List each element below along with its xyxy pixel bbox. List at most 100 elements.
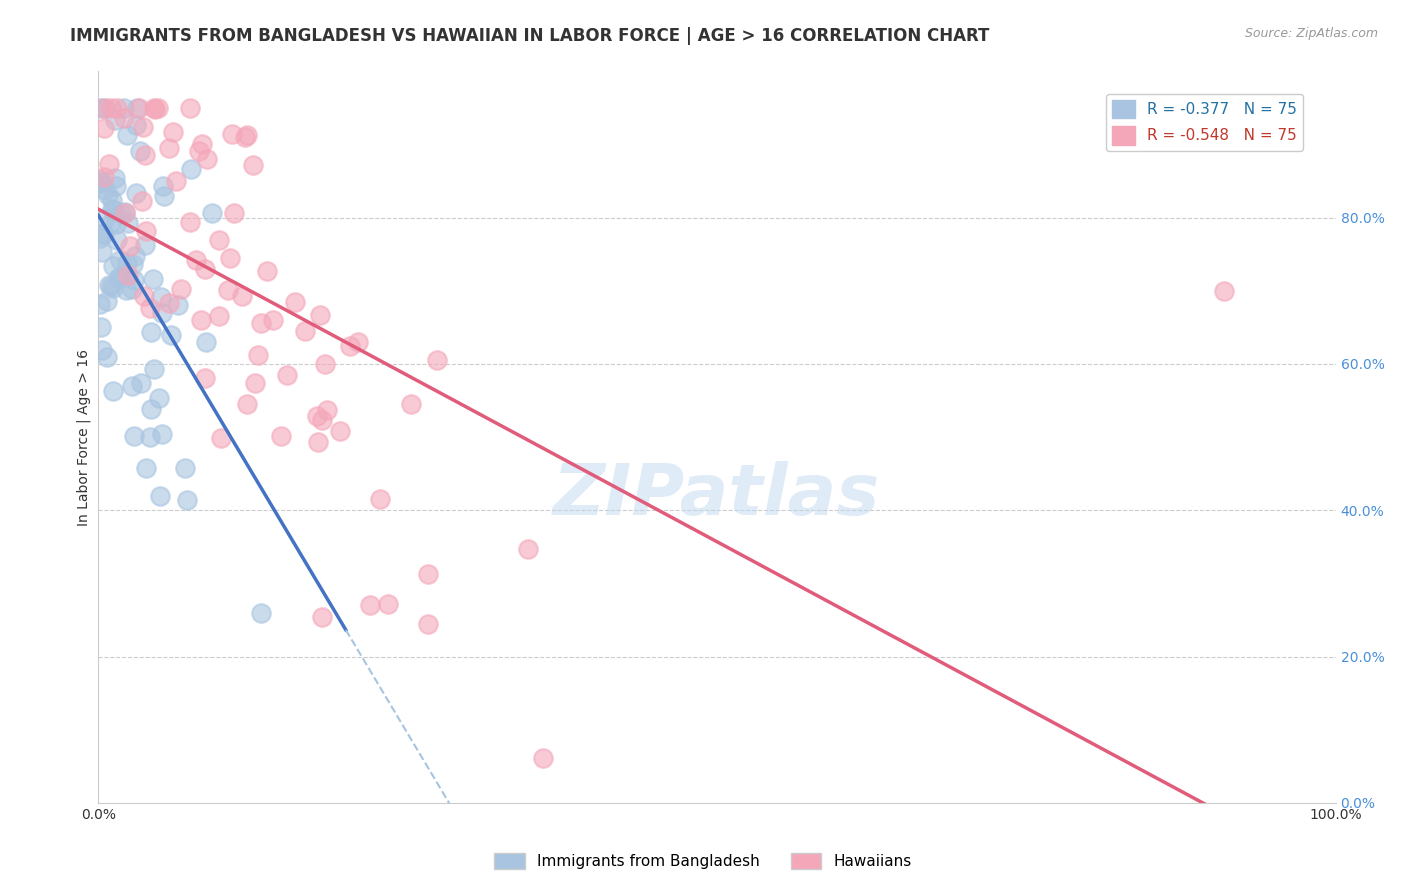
Point [219, 251, 242, 265]
Point [103, 384, 125, 399]
Point [89, 231, 111, 245]
Point [91, 175, 114, 189]
Point [146, 101, 169, 115]
Point [221, 127, 243, 141]
Point [190, 312, 212, 326]
Point [96, 350, 118, 364]
Point [89, 173, 111, 187]
Point [217, 283, 239, 297]
Point [256, 263, 278, 277]
Point [122, 429, 145, 443]
Point [246, 348, 269, 362]
Text: Source: ZipAtlas.com: Source: ZipAtlas.com [1244, 27, 1378, 40]
Point [149, 489, 172, 503]
Point [162, 125, 184, 139]
Point [91, 244, 114, 259]
Point [179, 101, 201, 115]
Point [100, 202, 122, 216]
Point [97, 188, 120, 202]
Point [135, 224, 157, 238]
Point [122, 272, 145, 286]
Point [138, 301, 160, 315]
Point [148, 391, 170, 405]
Point [114, 206, 136, 220]
Point [201, 205, 224, 219]
Point [96, 293, 118, 308]
Point [127, 101, 149, 115]
Point [516, 541, 538, 556]
Point [159, 328, 181, 343]
Point [93, 120, 115, 135]
Point [193, 262, 215, 277]
Point [108, 270, 131, 285]
Point [1213, 284, 1236, 298]
Point [309, 308, 332, 322]
Point [110, 206, 132, 220]
Legend: Immigrants from Bangladesh, Hawaiians: Immigrants from Bangladesh, Hawaiians [488, 847, 918, 875]
Point [377, 597, 399, 611]
Point [152, 179, 174, 194]
Point [120, 239, 142, 253]
Point [416, 567, 439, 582]
Point [165, 174, 187, 188]
Point [117, 216, 139, 230]
Point [131, 194, 153, 209]
Point [90, 343, 112, 357]
Point [243, 376, 266, 390]
Point [125, 118, 148, 132]
Point [124, 249, 146, 263]
Point [108, 269, 131, 284]
Point [93, 169, 115, 184]
Point [141, 402, 163, 417]
Point [138, 430, 160, 444]
Point [105, 101, 128, 115]
Point [314, 357, 336, 371]
Point [294, 324, 316, 338]
Point [339, 338, 361, 352]
Point [103, 202, 125, 217]
Point [176, 492, 198, 507]
Point [94, 211, 117, 225]
Point [150, 306, 173, 320]
Point [121, 379, 143, 393]
Point [112, 112, 135, 126]
Point [222, 206, 245, 220]
Point [167, 298, 190, 312]
Point [359, 598, 381, 612]
Point [134, 237, 156, 252]
Point [142, 271, 165, 285]
Point [284, 295, 307, 310]
Text: IMMIGRANTS FROM BANGLADESH VS HAWAIIAN IN LABOR FORCE | AGE > 16 CORRELATION CHA: IMMIGRANTS FROM BANGLADESH VS HAWAIIAN I… [70, 27, 990, 45]
Point [262, 312, 284, 326]
Point [174, 461, 197, 475]
Point [139, 325, 162, 339]
Point [104, 113, 127, 128]
Point [180, 161, 202, 176]
Point [131, 376, 153, 390]
Point [94, 183, 117, 197]
Point [426, 353, 449, 368]
Point [100, 101, 122, 115]
Point [101, 281, 124, 295]
Point [231, 289, 253, 303]
Point [157, 141, 180, 155]
Point [233, 130, 256, 145]
Point [114, 205, 136, 219]
Point [132, 289, 155, 303]
Point [89, 101, 111, 115]
Point [208, 309, 231, 323]
Point [188, 145, 211, 159]
Point [149, 290, 172, 304]
Point [91, 227, 114, 241]
Point [179, 215, 201, 229]
Point [305, 409, 328, 423]
Point [108, 252, 131, 267]
Point [129, 144, 152, 158]
Point [93, 101, 115, 115]
Point [93, 101, 115, 115]
Point [115, 255, 138, 269]
Point [117, 268, 139, 282]
Point [93, 227, 115, 242]
Point [235, 128, 257, 143]
Point [100, 279, 122, 293]
